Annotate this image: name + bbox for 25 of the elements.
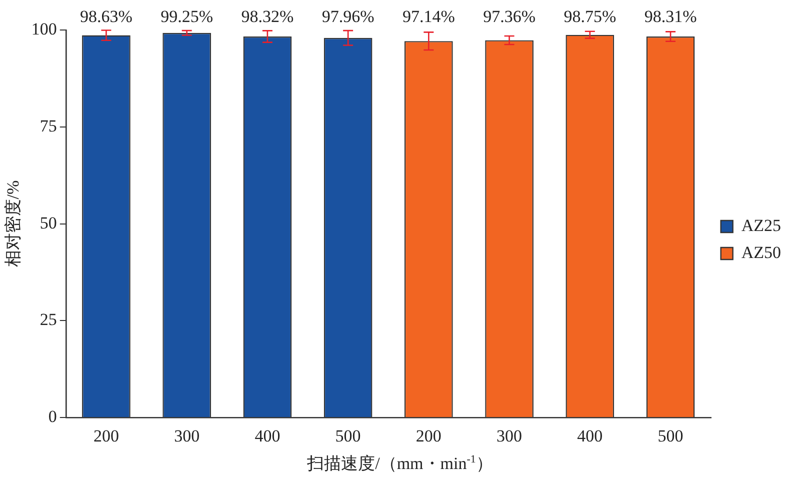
data-label: 99.25%	[160, 6, 214, 26]
x-tick-label: 300	[496, 426, 522, 446]
x-tick-label: 500	[658, 426, 684, 446]
y-tick-label: 100	[31, 19, 57, 38]
x-tick-label: 200	[416, 426, 442, 446]
x-tick-label: 300	[174, 426, 200, 446]
x-tick-label: 200	[93, 426, 119, 446]
y-tick-label: 0	[48, 407, 57, 426]
legend-label: AZ50	[741, 242, 782, 262]
y-axis-title: 相对密度/%	[4, 180, 23, 268]
y-tick-label: 75	[40, 116, 57, 136]
x-tick-label: 500	[335, 426, 361, 446]
data-label: 98.32%	[241, 6, 294, 26]
x-tick-label: 400	[577, 426, 603, 446]
y-tick-label: 25	[40, 310, 57, 330]
data-label: 97.96%	[322, 6, 374, 26]
data-label: 97.36%	[483, 6, 536, 26]
legend-label: AZ25	[741, 216, 782, 235]
data-label: 98.31%	[644, 6, 697, 26]
x-tick-label: 400	[254, 426, 280, 446]
data-label: 97.14%	[402, 6, 455, 26]
data-label: 98.63%	[80, 6, 132, 26]
x-axis-title: 扫描速度/（mm・min$^{-1}$）	[306, 452, 494, 475]
data-label: 98.75%	[564, 6, 616, 26]
y-tick-label: 50	[40, 213, 57, 232]
